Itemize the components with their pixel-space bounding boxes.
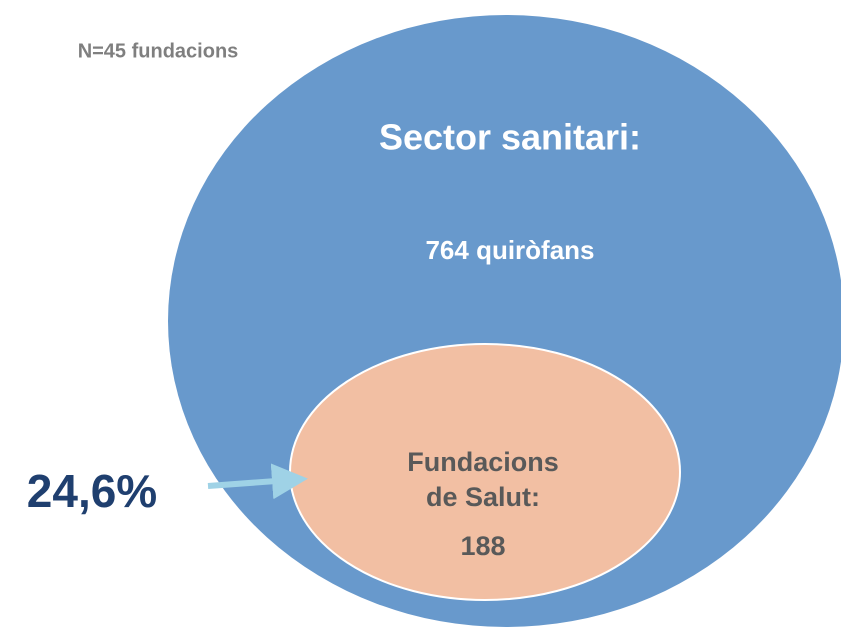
note: N=45 fundacions — [78, 40, 239, 62]
inner-line: de Salut: — [426, 482, 540, 512]
inner-value: 188 — [460, 531, 505, 561]
outer-title: Sector sanitari: — [379, 117, 641, 158]
share: 24,6% — [27, 465, 157, 517]
arrow — [207, 463, 308, 500]
inner-line: Fundacions — [407, 447, 559, 477]
outer-label: 764 quiròfans — [425, 235, 594, 265]
